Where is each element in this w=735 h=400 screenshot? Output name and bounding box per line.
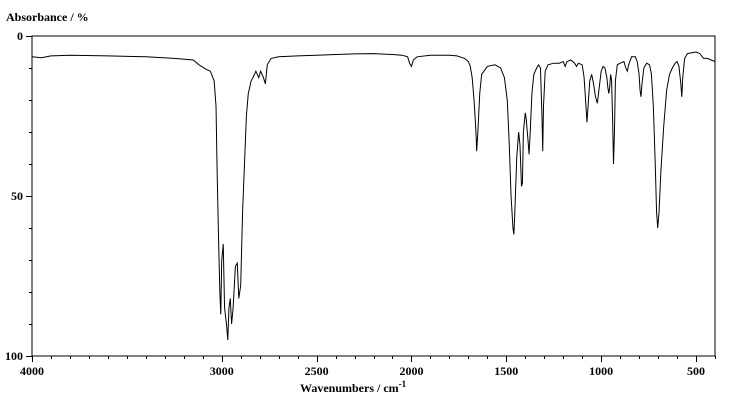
y-tick-label: 50 (11, 189, 23, 203)
x-axis-label-text: Wavenumbers / cm (300, 381, 399, 395)
y-axis-label: Absorbance / % (6, 10, 89, 24)
y-tick-label: 0 (17, 29, 23, 43)
spectrum-line (31, 51, 716, 341)
x-axis-label-superscript: -1 (399, 379, 407, 389)
x-tick-label: 1000 (589, 364, 613, 378)
x-tick-label: 4000 (20, 364, 44, 378)
x-axis-label: Wavenumbers / cm-1 (300, 379, 407, 395)
x-tick-label: 1500 (494, 364, 518, 378)
y-tick-label: 100 (5, 349, 23, 363)
x-tick-label: 3000 (210, 364, 234, 378)
x-tick-label: 500 (687, 364, 705, 378)
x-tick-label: 2500 (305, 364, 329, 378)
y-axis: 0 50 100 (5, 29, 32, 363)
x-axis: 4000 3000 2500 2000 1500 1000 500 (20, 356, 716, 378)
x-tick-label: 2000 (399, 364, 423, 378)
plot-frame (31, 35, 716, 357)
